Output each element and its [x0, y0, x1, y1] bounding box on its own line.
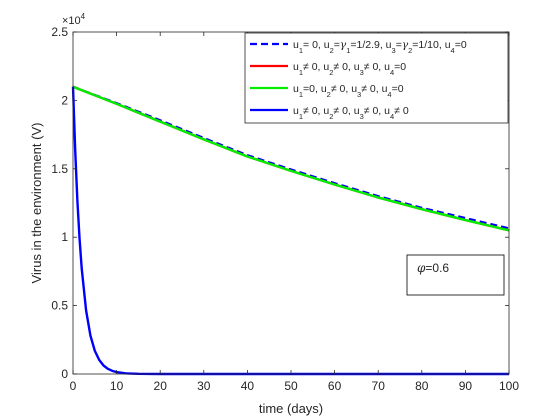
legend-text: ≠ 0, u — [303, 61, 329, 73]
legend-subscript: 3 — [360, 68, 364, 77]
y-tick-label: 2 — [61, 93, 68, 107]
legend-text: ≠ 0, u — [333, 105, 359, 117]
y-tick-label: 1.5 — [51, 162, 68, 176]
y-tick-label: 0.5 — [51, 299, 68, 313]
phi-value: =0.6 — [425, 261, 449, 275]
legend-text: = — [396, 39, 402, 51]
legend-text: =0, u — [303, 83, 327, 95]
legend-subscript: 1 — [346, 46, 350, 55]
legend-box — [244, 32, 509, 124]
axes-layer: 0 10 20 30 40 50 60 70 80 90 100 0 0.5 1 1.5 2 2.5 — [51, 25, 519, 393]
legend-text: u — [293, 105, 299, 117]
legend-subscript: 4 — [451, 46, 455, 55]
legend-subscript: 2 — [327, 90, 331, 99]
x-tick-label: 0 — [70, 379, 77, 393]
legend-text: = — [334, 39, 340, 51]
legend-text: =1/2.9, u — [350, 39, 391, 51]
legend-text: =0 — [455, 39, 467, 51]
legend-subscript: 1 — [299, 46, 303, 55]
legend-greek: γ — [402, 39, 409, 51]
legend-text: ≠ 0, u — [331, 83, 357, 95]
legend-text: =1/10, u — [412, 39, 450, 51]
legend-text: ≠ 0, u — [303, 105, 329, 117]
legend-text: =0 — [394, 61, 406, 73]
x-tick-label: 10 — [110, 379, 124, 393]
legend-subscript: 2 — [330, 46, 334, 55]
x-tick-label: 100 — [499, 379, 519, 393]
x-tick-label: 50 — [284, 379, 298, 393]
legend-label-2: u1≠ 0, u2≠ 0, u3≠ 0, u4=0 — [293, 61, 406, 77]
x-tick-label: 40 — [241, 379, 255, 393]
legend-subscript: 2 — [329, 68, 333, 77]
legend-text: u — [293, 39, 299, 51]
legend-text: ≠ 0, u — [364, 61, 390, 73]
legend-subscript: 3 — [392, 46, 396, 55]
x-tick-label: 70 — [372, 379, 386, 393]
legend: u1= 0, u2=γ1=1/2.9, u3=γ2=1/10, u4=0u1≠ … — [244, 32, 509, 124]
legend-text: ≠ 0, u — [361, 83, 387, 95]
x-tick-label: 60 — [328, 379, 342, 393]
legend-label-3: u1=0, u2≠ 0, u3≠ 0, u4=0 — [293, 83, 404, 99]
y-exponent-power: 4 — [81, 12, 86, 21]
legend-text: ≠ 0, u — [333, 61, 359, 73]
legend-subscript: 4 — [390, 68, 394, 77]
legend-greek: γ — [340, 39, 347, 51]
phi-symbol: φ — [417, 261, 426, 275]
legend-subscript: 1 — [299, 112, 303, 121]
x-tick-label: 30 — [197, 379, 211, 393]
legend-text: = 0, u — [303, 39, 330, 51]
y-tick-label: 0 — [61, 367, 68, 381]
phi-annotation: φ=0.6 — [406, 254, 505, 296]
legend-entries: u1= 0, u2=γ1=1/2.9, u3=γ2=1/10, u4=0u1≠ … — [250, 39, 467, 121]
y-axis-label: Virus in the environment (V) — [29, 123, 44, 284]
y-exponent-label: ×104 — [62, 12, 86, 27]
legend-subscript: 3 — [360, 112, 364, 121]
y-tick-label: 2.5 — [51, 25, 68, 39]
phi-annotation-text: φ=0.6 — [417, 261, 449, 275]
y-tick-label: 1 — [61, 230, 68, 244]
legend-subscript: 3 — [357, 90, 361, 99]
legend-subscript: 1 — [299, 68, 303, 77]
legend-subscript: 4 — [390, 112, 394, 121]
legend-subscript: 2 — [408, 46, 412, 55]
x-tick-label: 90 — [459, 379, 473, 393]
legend-text: u — [293, 83, 299, 95]
x-tick-label: 80 — [415, 379, 429, 393]
legend-text: ≠ 0, u — [364, 105, 390, 117]
legend-subscript: 2 — [329, 112, 333, 121]
series-line-3 — [72, 85, 510, 232]
legend-subscript: 4 — [387, 90, 391, 99]
legend-label-4: u1≠ 0, u2≠ 0, u3≠ 0, u4≠ 0 — [293, 105, 409, 121]
phi-annotation-box — [406, 254, 505, 296]
legend-text: u — [293, 61, 299, 73]
x-axis-label: time (days) — [259, 401, 323, 416]
x-tick-label: 20 — [154, 379, 168, 393]
legend-subscript: 1 — [299, 90, 303, 99]
legend-text: ≠ 0 — [394, 105, 409, 117]
legend-text: =0 — [392, 83, 404, 95]
legend-label-1: u1= 0, u2=γ1=1/2.9, u3=γ2=1/10, u4=0 — [293, 39, 467, 55]
